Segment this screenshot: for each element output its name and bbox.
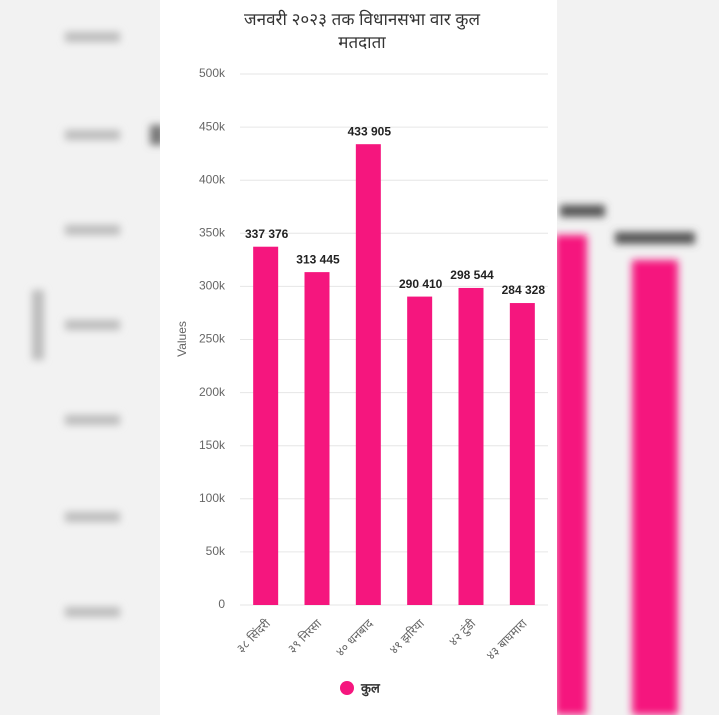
y-axis-title: Values xyxy=(175,321,189,357)
y-tick-label: 500k xyxy=(199,66,226,80)
data-label: 337 376 xyxy=(245,227,289,241)
y-tick-label: 200k xyxy=(199,385,226,399)
legend-marker xyxy=(340,681,354,695)
y-tick-label: 0 xyxy=(218,597,225,611)
blur-text xyxy=(560,205,605,217)
y-tick-label: 100k xyxy=(199,491,226,505)
blur-text xyxy=(615,232,695,244)
y-tick-label: 250k xyxy=(199,332,226,346)
data-label: 290 410 xyxy=(399,277,443,291)
data-label: 313 445 xyxy=(296,252,340,266)
blur-bar xyxy=(555,235,587,715)
blur-bar xyxy=(632,260,678,715)
bar xyxy=(458,287,484,605)
blur-text xyxy=(65,607,120,617)
blur-text xyxy=(65,320,120,330)
bar xyxy=(509,303,535,605)
blur-text xyxy=(65,130,120,140)
blurred-chart xyxy=(32,32,695,715)
blur-text xyxy=(32,290,44,360)
blur-text xyxy=(65,415,120,425)
bar xyxy=(253,246,279,606)
y-tick-label: 300k xyxy=(199,279,226,293)
data-label: 284 328 xyxy=(502,283,546,297)
bar xyxy=(304,272,330,605)
blur-text xyxy=(65,225,120,235)
bar xyxy=(407,296,433,605)
data-label: 433 905 xyxy=(348,124,392,138)
y-tick-label: 400k xyxy=(199,172,226,186)
y-tick-label: 450k xyxy=(199,119,226,133)
y-tick-label: 350k xyxy=(199,225,226,239)
y-tick-label: 50k xyxy=(206,544,226,558)
legend-label: कुल xyxy=(360,680,381,696)
blur-text xyxy=(65,32,120,42)
data-label: 298 544 xyxy=(450,268,494,282)
blur-text xyxy=(65,512,120,522)
bar xyxy=(355,144,381,606)
y-tick-label: 150k xyxy=(199,438,226,452)
chart-title: जनवरी २०२३ तक विधानसभा वार कुल मतदाता xyxy=(244,9,480,52)
